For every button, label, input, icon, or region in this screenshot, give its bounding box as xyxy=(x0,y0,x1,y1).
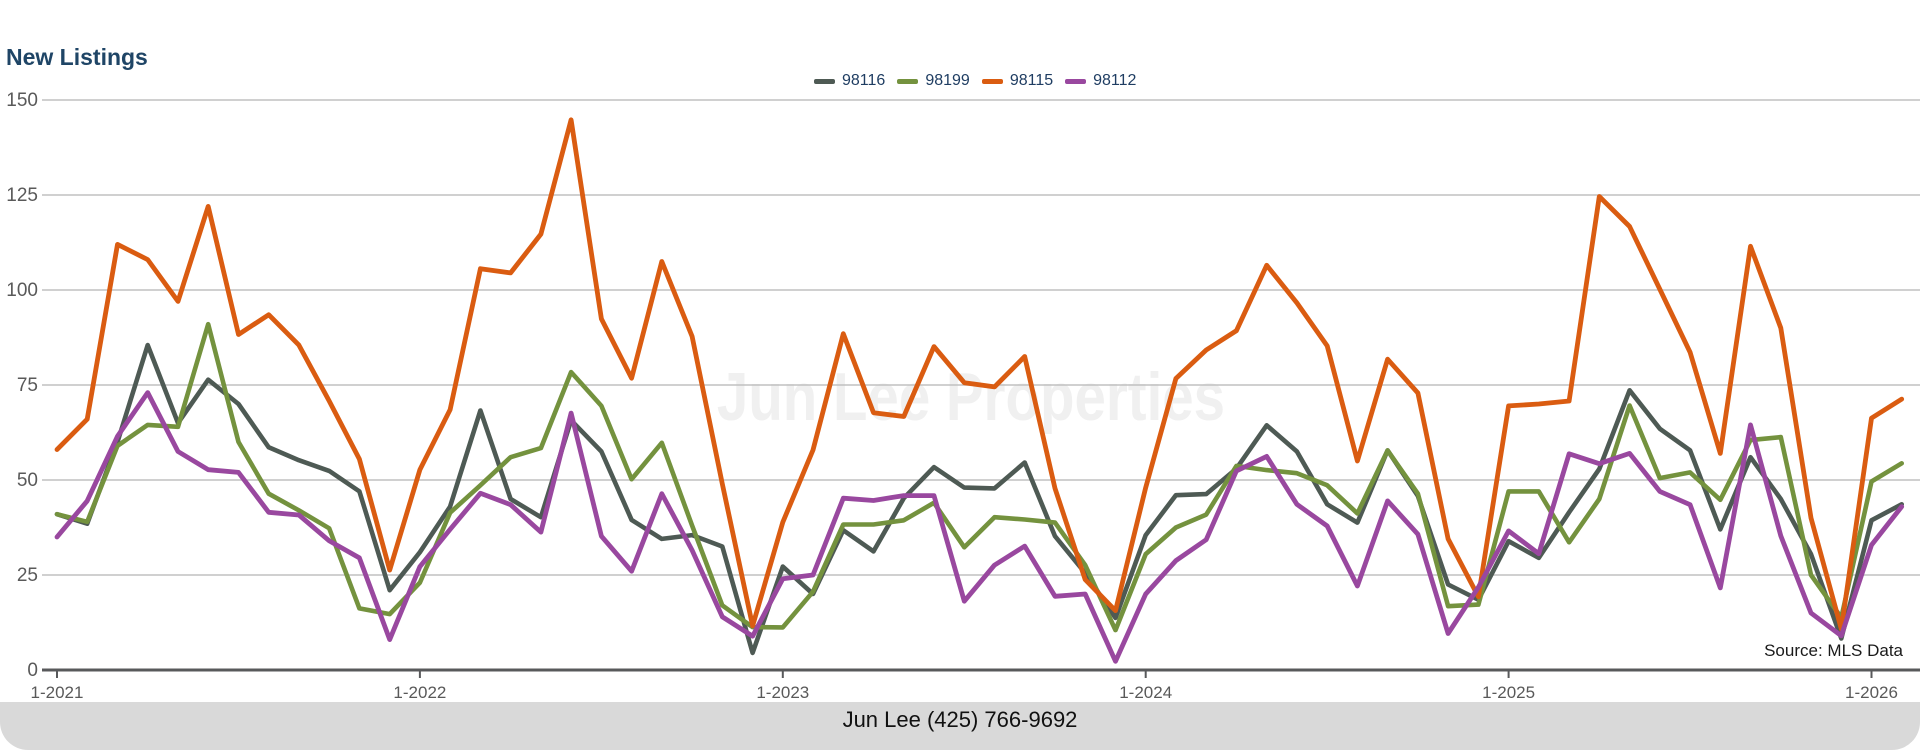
svg-text:150: 150 xyxy=(6,90,38,111)
svg-text:1-2023: 1-2023 xyxy=(756,683,809,702)
svg-text:100: 100 xyxy=(6,280,38,301)
svg-text:1-2022: 1-2022 xyxy=(393,683,446,702)
svg-text:0: 0 xyxy=(27,660,38,681)
svg-text:125: 125 xyxy=(6,185,38,206)
svg-text:25: 25 xyxy=(17,565,38,586)
svg-text:1-2024: 1-2024 xyxy=(1119,683,1172,702)
svg-text:1-2025: 1-2025 xyxy=(1482,683,1535,702)
svg-text:1-2021: 1-2021 xyxy=(31,683,84,702)
svg-text:50: 50 xyxy=(17,470,38,491)
svg-text:75: 75 xyxy=(17,375,38,396)
svg-text:1-2026: 1-2026 xyxy=(1845,683,1898,702)
